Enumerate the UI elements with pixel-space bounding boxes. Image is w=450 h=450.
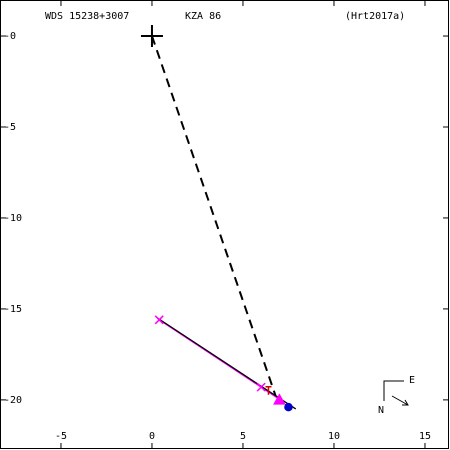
y-tick-label: -15 — [4, 304, 22, 315]
measure-point — [256, 382, 266, 392]
measure-point — [284, 402, 293, 412]
measure-point — [265, 386, 272, 395]
compass-axes — [383, 380, 404, 401]
chart-subtitle: KZA 86 — [185, 11, 221, 22]
chart-title: WDS 15238+3007 — [45, 11, 129, 22]
compass-east: E — [409, 375, 415, 386]
x-tick-label: 5 — [240, 431, 246, 442]
orbit-line — [151, 35, 277, 397]
y-tick-label: -0 — [4, 31, 16, 42]
compass — [383, 380, 409, 406]
compass-north: N — [378, 405, 384, 416]
y-tick-label: -20 — [4, 395, 22, 406]
measure-point — [154, 315, 164, 325]
y-tick-label: -5 — [4, 122, 16, 133]
x-tick-label: 10 — [328, 431, 340, 442]
y-tick-label: -10 — [4, 213, 22, 224]
x-tick-label: -5 — [55, 431, 67, 442]
primary-star — [140, 25, 163, 48]
measure-point — [273, 393, 286, 405]
reference: (Hrt2017a) — [345, 11, 405, 22]
compass-arrow — [391, 395, 409, 406]
orbit-line — [157, 317, 297, 410]
x-tick-label: 15 — [419, 431, 431, 442]
x-tick-label: 0 — [149, 431, 155, 442]
compass-arrowhead — [402, 399, 409, 406]
